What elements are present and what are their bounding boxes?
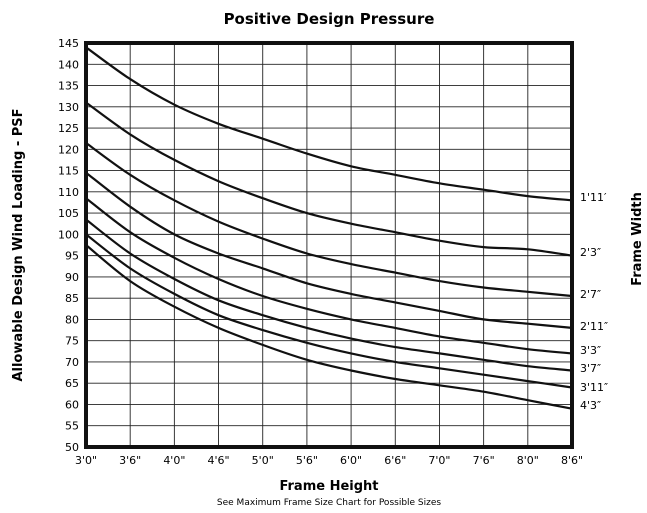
x-tick-label: 4'6" (207, 454, 229, 467)
series-label: 2'3″ (580, 246, 601, 259)
y-tick-label: 60 (65, 398, 79, 411)
series-line (85, 46, 573, 202)
grid (85, 42, 573, 448)
x-tick-label: 5'6" (296, 454, 318, 467)
y-tick-label: 105 (58, 207, 79, 220)
series-line (85, 233, 573, 389)
series-line (85, 171, 573, 329)
y-axis-label: Allowable Design Wind Loading - PSF (11, 108, 26, 381)
y-tick-label: 50 (65, 441, 79, 454)
x-tick-label: 5'0" (252, 454, 274, 467)
series-line (85, 244, 573, 410)
y-axis-ticks: 50 55 60 65 70 75 80 85 90 95 100 105 110 115 120 125 13… (58, 37, 79, 454)
x-tick-label: 6'0" (340, 454, 362, 467)
series-lines (85, 46, 573, 410)
series-label: 4'3″ (580, 399, 601, 412)
series-line (85, 197, 573, 355)
series-line (85, 101, 573, 257)
series-line (85, 218, 573, 372)
y-tick-label: 70 (65, 356, 79, 369)
x-tick-label: 7'0" (428, 454, 450, 467)
secondary-axis-label: Frame Width (630, 192, 645, 286)
plot-frame (84, 41, 574, 449)
series-label: 3'11″ (580, 381, 608, 394)
y-tick-label: 140 (58, 58, 79, 71)
y-tick-label: 120 (58, 143, 79, 156)
x-tick-label: 4'0" (163, 454, 185, 467)
series-label: 2'11″ (580, 320, 608, 333)
series-label: 3'7″ (580, 362, 601, 375)
x-axis-note: See Maximum Frame Size Chart for Possibl… (217, 498, 441, 508)
y-tick-label: 110 (58, 186, 79, 199)
y-tick-label: 145 (58, 37, 79, 50)
x-tick-label: 3'0" (75, 454, 97, 467)
chart-title: Positive Design Pressure (224, 10, 435, 28)
y-tick-label: 115 (58, 165, 79, 178)
y-tick-label: 55 (65, 420, 79, 433)
x-tick-label: 8'0" (517, 454, 539, 467)
x-tick-label: 8'6" (561, 454, 583, 467)
x-axis-label: Frame Height (279, 479, 378, 494)
y-tick-label: 75 (65, 335, 79, 348)
y-tick-label: 100 (58, 228, 79, 241)
y-tick-label: 130 (58, 101, 79, 114)
series-labels: 1'11′ 2'3″ 2'7″ 2'11″ 3'3″ 3'7″ 3'11″ 4'3″ (580, 191, 608, 412)
x-tick-label: 7'6" (473, 454, 495, 467)
y-tick-label: 135 (58, 80, 79, 93)
series-line (85, 142, 573, 298)
y-tick-label: 85 (65, 292, 79, 305)
series-label: 3'3″ (580, 344, 601, 357)
series-label: 1'11′ (580, 191, 607, 204)
x-tick-label: 3'6" (119, 454, 141, 467)
y-tick-label: 90 (65, 271, 79, 284)
x-axis-ticks: 3'0" 3'6" 4'0" 4'6" 5'0" 5'6" 6'0" 6'6" 7'0" 7'6"… (75, 454, 583, 467)
y-tick-label: 65 (65, 377, 79, 390)
y-tick-label: 95 (65, 250, 79, 263)
x-tick-label: 6'6" (384, 454, 406, 467)
series-label: 2'7″ (580, 288, 601, 301)
y-tick-label: 125 (58, 122, 79, 135)
y-tick-label: 80 (65, 313, 79, 326)
